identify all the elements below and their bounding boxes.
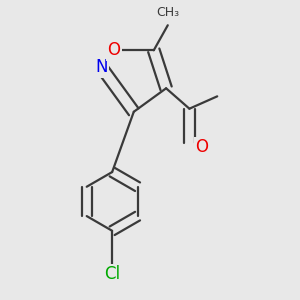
Text: Cl: Cl — [104, 265, 120, 283]
Text: CH₃: CH₃ — [156, 6, 179, 19]
Text: N: N — [95, 58, 108, 76]
Text: O: O — [196, 138, 208, 156]
Text: O: O — [107, 41, 120, 59]
